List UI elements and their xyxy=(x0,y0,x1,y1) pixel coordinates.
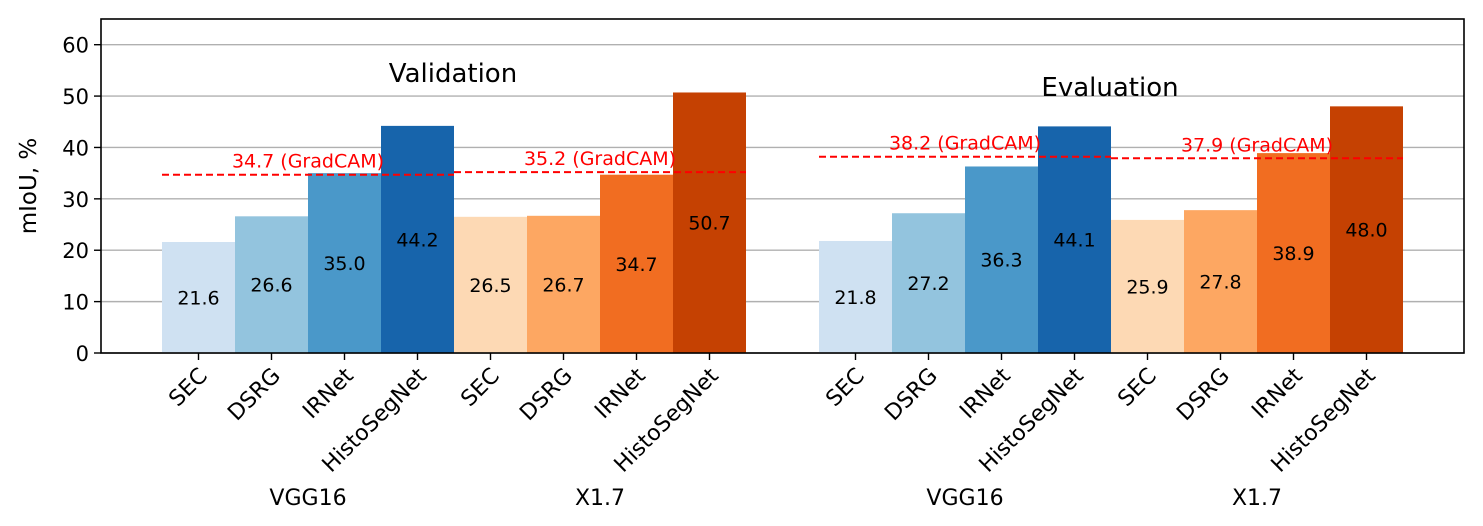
x-tick-label: IRNet xyxy=(590,363,651,424)
bar xyxy=(1111,219,1184,353)
y-tick-label: 10 xyxy=(62,291,89,315)
bar xyxy=(819,240,892,353)
bar xyxy=(673,92,746,353)
bar-value-label: 26.5 xyxy=(469,275,511,297)
bar-value-label: 26.7 xyxy=(542,274,584,296)
x-tick-label: DSRG xyxy=(1172,364,1234,426)
x-tick-label: DSRG xyxy=(515,364,577,426)
x-tick-label: SEC xyxy=(456,364,504,412)
gradcam-baseline-label: 34.7 (GradCAM) xyxy=(232,151,384,173)
bar xyxy=(454,216,527,353)
bar-value-label: 21.8 xyxy=(834,287,876,309)
gradcam-baseline-label: 37.9 (GradCAM) xyxy=(1181,134,1333,156)
backbone-group-label: X1.7 xyxy=(1232,486,1282,511)
backbone-group-label: X1.7 xyxy=(575,486,625,511)
bar-value-label: 25.9 xyxy=(1126,276,1168,298)
y-tick-label: 30 xyxy=(62,188,89,212)
y-axis: 0 10 20 30 40 50 60 xyxy=(62,34,101,366)
x-tick-label: IRNet xyxy=(1247,363,1308,424)
backbone-group-label: VGG16 xyxy=(269,486,346,511)
y-tick-label: 20 xyxy=(62,239,89,263)
x-tick-label: DSRG xyxy=(880,364,942,426)
bar xyxy=(1330,106,1403,353)
gradcam-baseline-label: 38.2 (GradCAM) xyxy=(889,133,1041,155)
y-tick-label: 60 xyxy=(62,34,89,58)
bar xyxy=(381,125,454,353)
bar xyxy=(235,216,308,353)
bar-value-label: 26.6 xyxy=(250,275,292,297)
bar-value-label: 35.0 xyxy=(323,253,365,275)
bar-value-label: 34.7 xyxy=(615,254,657,276)
x-tick-label: SEC xyxy=(821,364,869,412)
x-tick-label: DSRG xyxy=(223,364,285,426)
bar-value-label: 50.7 xyxy=(688,213,730,235)
y-tick-label: 50 xyxy=(62,85,89,109)
bar xyxy=(892,213,965,353)
bar xyxy=(965,166,1038,353)
bar-value-label: 27.8 xyxy=(1199,272,1241,294)
bar-value-label: 27.2 xyxy=(907,273,949,295)
bar xyxy=(1038,126,1111,353)
x-tick-label: IRNet xyxy=(955,363,1016,424)
x-tick-label: SEC xyxy=(1113,364,1161,412)
bar xyxy=(162,242,235,353)
bar-value-label: 36.3 xyxy=(980,250,1022,272)
y-tick-label: 40 xyxy=(62,136,89,160)
gradcam-baseline-label: 35.2 (GradCAM) xyxy=(524,148,676,170)
bar-value-label: 38.9 xyxy=(1272,243,1314,265)
bar-value-label: 44.1 xyxy=(1053,230,1095,252)
bar xyxy=(600,174,673,353)
plot-frame xyxy=(100,18,1465,354)
bar xyxy=(308,173,381,353)
bar-value-label: 48.0 xyxy=(1345,220,1387,242)
value-labels: Validation 21.6 26.6 35.0 44.2 26.5 26.7 34.7 50… xyxy=(177,59,1387,310)
panel-title: Validation xyxy=(389,59,517,89)
bars xyxy=(162,92,1403,353)
bar xyxy=(527,215,600,353)
y-tick-label: 0 xyxy=(76,342,89,366)
bar xyxy=(1257,153,1330,353)
y-axis-label: mIoU, % xyxy=(16,138,42,235)
bar-value-label: 44.2 xyxy=(396,229,438,251)
panel-title: Evaluation xyxy=(1041,73,1178,103)
backbone-group-label: VGG16 xyxy=(926,486,1003,511)
bar-value-label: 21.6 xyxy=(177,288,219,310)
x-tick-label: IRNet xyxy=(298,363,359,424)
gradcam-baselines: 34.7 (GradCAM) 35.2 (GradCAM) 38.2 (GradCA… xyxy=(162,133,1403,176)
x-tick-label: SEC xyxy=(164,364,212,412)
bar xyxy=(1184,210,1257,353)
